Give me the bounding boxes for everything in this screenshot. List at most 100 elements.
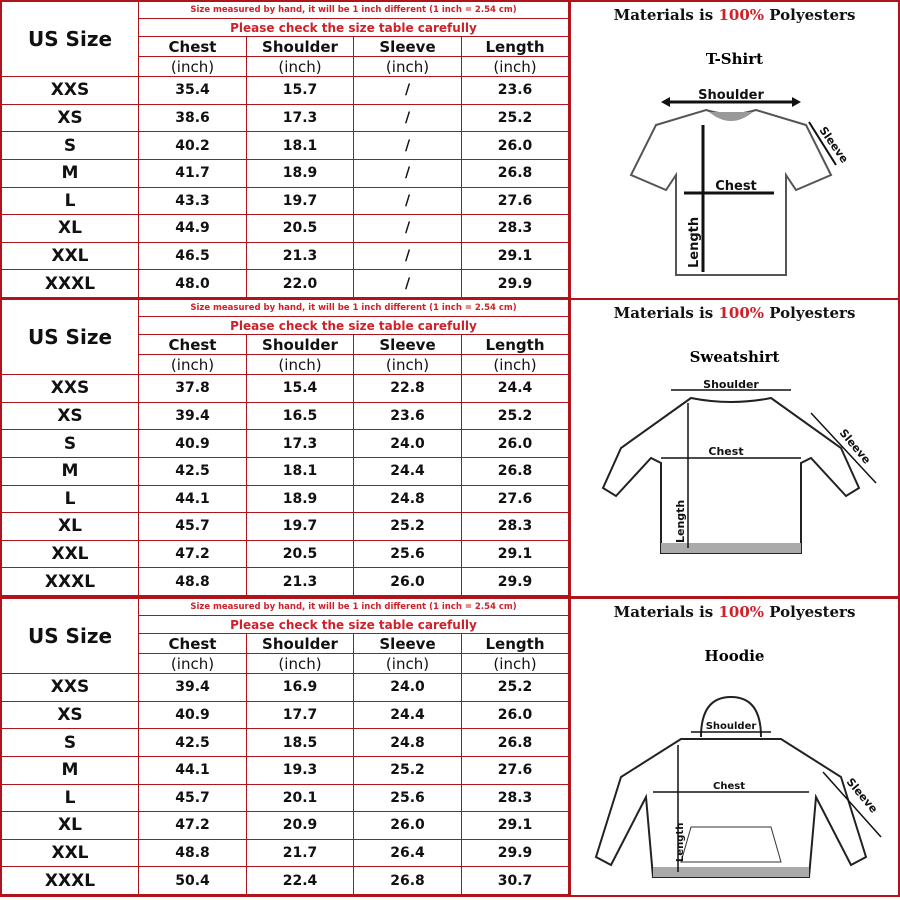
size-value: 25.6 (354, 540, 462, 569)
size-value: 48.8 (139, 839, 247, 868)
hoodie-diagram-icon: Shoulder Chest Sleeve Length (594, 695, 882, 878)
size-label: M (2, 159, 139, 188)
column-unit: (inch) (247, 57, 354, 77)
size-table: US Size Size measured by hand, it will be… (0, 298, 569, 598)
size-value: 29.1 (462, 540, 569, 569)
size-value: 38.6 (139, 104, 247, 133)
size-value: 20.5 (247, 215, 354, 243)
t-shirt-diagram-icon: Shoulder Chest Sleeve Length (629, 88, 851, 276)
size-label: XXS (2, 674, 139, 702)
size-value: 21.7 (247, 839, 354, 868)
us-size-header: US Size (2, 2, 139, 77)
size-value: 43.3 (139, 187, 247, 216)
materials-suffix: Polyesters (769, 304, 856, 322)
size-label: M (2, 457, 139, 486)
size-value: 26.0 (462, 701, 569, 730)
size-label: XL (2, 513, 139, 541)
size-value: 15.4 (247, 375, 354, 403)
size-value: / (354, 159, 462, 188)
size-value: 18.5 (247, 729, 354, 757)
length-label: Length (687, 217, 702, 268)
size-value: 29.1 (462, 812, 569, 840)
size-label: XXXL (2, 568, 139, 596)
size-value: 20.1 (247, 784, 354, 813)
check-table-note: Please check the size table carefully (139, 19, 569, 37)
size-value: 44.1 (139, 756, 247, 785)
size-value: 26.8 (462, 729, 569, 757)
size-value: 29.1 (462, 242, 569, 271)
size-label: XXL (2, 839, 139, 868)
size-label: XXS (2, 375, 139, 403)
size-value: 23.6 (462, 77, 569, 105)
size-value: 17.3 (247, 104, 354, 133)
size-value: 26.8 (354, 867, 462, 895)
size-value: 50.4 (139, 867, 247, 895)
size-value: 18.1 (247, 132, 354, 160)
size-value: 42.5 (139, 729, 247, 757)
size-label: XL (2, 215, 139, 243)
size-value: 39.4 (139, 402, 247, 431)
size-value: 40.9 (139, 430, 247, 458)
garment-info: Materials is 100% Polyesters T-Shirt Shou… (569, 0, 900, 300)
size-value: 26.0 (354, 568, 462, 596)
size-value: 17.7 (247, 701, 354, 730)
size-value: 24.0 (354, 674, 462, 702)
size-value: 27.6 (462, 187, 569, 216)
chest-label: Chest (713, 781, 745, 792)
shoulder-label: Shoulder (706, 721, 757, 732)
size-value: / (354, 270, 462, 298)
size-value: 15.7 (247, 77, 354, 105)
materials-percent: 100% (718, 6, 765, 24)
size-value: 48.0 (139, 270, 247, 298)
column-header-chest: Chest (139, 634, 247, 654)
size-label: XXXL (2, 867, 139, 895)
size-value: 44.9 (139, 215, 247, 243)
garment-name: T-Shirt (705, 50, 764, 68)
garment-info: Materials is 100% Polyesters Hoodie Shoul… (569, 597, 900, 897)
size-label: M (2, 756, 139, 785)
size-value: 18.1 (247, 457, 354, 486)
size-value: 29.9 (462, 568, 569, 596)
size-value: 25.2 (354, 513, 462, 541)
column-unit: (inch) (247, 654, 354, 674)
size-value: 19.3 (247, 756, 354, 785)
size-value: 24.4 (354, 457, 462, 486)
size-value: 42.5 (139, 457, 247, 486)
size-value: 40.9 (139, 701, 247, 730)
size-value: 45.7 (139, 784, 247, 813)
size-panel-hoodie: US Size Size measured by hand, it will be… (0, 597, 900, 897)
garment-name: Sweatshirt (689, 348, 780, 366)
length-label: Length (674, 500, 687, 543)
size-label: S (2, 430, 139, 458)
size-panel-t-shirt: US Size Size measured by hand, it will be… (0, 0, 900, 300)
size-label: XXL (2, 242, 139, 271)
size-value: 28.3 (462, 513, 569, 541)
size-value: 26.4 (354, 839, 462, 868)
size-value: 24.8 (354, 729, 462, 757)
column-unit: (inch) (139, 355, 247, 375)
size-value: 40.2 (139, 132, 247, 160)
size-value: / (354, 77, 462, 105)
materials-prefix: Materials is (613, 6, 714, 24)
size-value: 39.4 (139, 674, 247, 702)
size-label: L (2, 784, 139, 813)
us-size-header: US Size (2, 300, 139, 375)
size-label: XL (2, 812, 139, 840)
materials-prefix: Materials is (613, 304, 714, 322)
size-value: 20.9 (247, 812, 354, 840)
sweatshirt-diagram-icon: Shoulder Chest Sleeve Length (601, 378, 877, 554)
materials-percent: 100% (718, 603, 765, 621)
us-size-header: US Size (2, 599, 139, 674)
size-value: 18.9 (247, 159, 354, 188)
materials-suffix: Polyesters (769, 603, 856, 621)
size-value: 35.4 (139, 77, 247, 105)
size-value: 26.8 (462, 159, 569, 188)
size-value: / (354, 187, 462, 216)
size-value: / (354, 132, 462, 160)
size-value: / (354, 242, 462, 271)
size-value: 27.6 (462, 485, 569, 514)
column-header-sleeve: Sleeve (354, 37, 462, 57)
column-header-shoulder: Shoulder (247, 634, 354, 654)
size-value: 44.1 (139, 485, 247, 514)
size-value: 26.8 (462, 457, 569, 486)
